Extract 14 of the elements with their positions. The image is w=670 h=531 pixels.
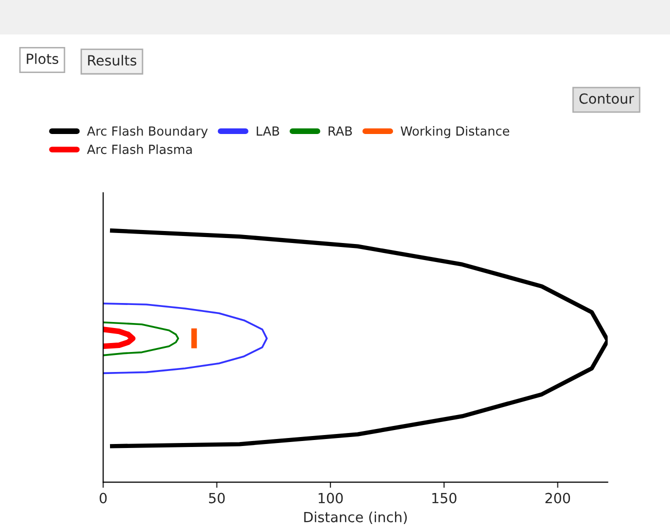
legend-label: RAB — [328, 126, 352, 136]
legend-label: Working Distance — [400, 126, 510, 138]
legend-label: Arc Flash Plasma — [87, 144, 192, 154]
x-tick-label: 100 — [318, 492, 343, 504]
x-tick-label: 200 — [545, 492, 570, 504]
text: Plots — [26, 53, 58, 64]
x-tick-label: 150 — [432, 492, 456, 504]
x-axis-title: Distance (inch) — [304, 512, 407, 524]
legend-label: LAB — [256, 126, 280, 136]
x-tick-label: 0 — [100, 492, 107, 504]
x-tick-label: 50 — [209, 492, 225, 504]
legend-label: Arc Flash Boundary — [87, 126, 208, 138]
text: Contour — [579, 93, 634, 104]
text: Results — [88, 54, 136, 66]
